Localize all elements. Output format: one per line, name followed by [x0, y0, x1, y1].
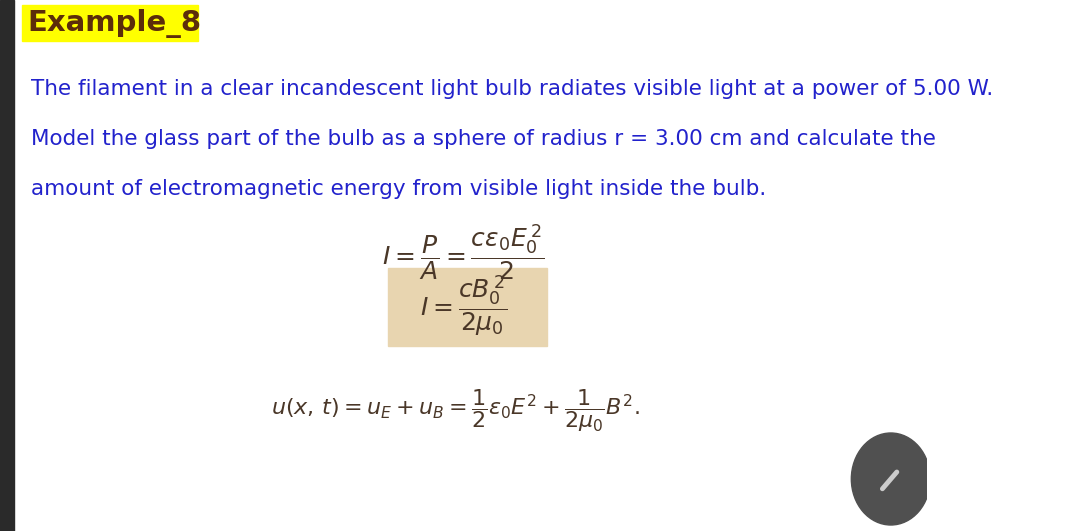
Bar	[23, 5, 199, 41]
Text: Model the glass part of the bulb as a sphere of radius r = 3.00 cm and calculate: Model the glass part of the bulb as a sp…	[31, 129, 935, 149]
Bar	[0, 0, 14, 531]
Text: amount of electromagnetic energy from visible light inside the bulb.: amount of electromagnetic energy from vi…	[31, 179, 766, 199]
Text: The filament in a clear incandescent light bulb radiates visible light at a powe: The filament in a clear incandescent lig…	[31, 79, 994, 99]
Text: $u(x,\, t) = u_E + u_B = \dfrac{1}{2}\varepsilon_0 E^2 + \dfrac{1}{2\mu_0}B^2.$: $u(x,\, t) = u_E + u_B = \dfrac{1}{2}\va…	[270, 388, 639, 434]
Bar	[388, 268, 546, 346]
Text: $I = \dfrac{cB_0^{\,2}}{2\mu_0}$: $I = \dfrac{cB_0^{\,2}}{2\mu_0}$	[420, 273, 508, 338]
Text: $I = \dfrac{P}{A} = \dfrac{c\varepsilon_0 E_0^{\,2}}{2}$: $I = \dfrac{P}{A} = \dfrac{c\varepsilon_…	[382, 223, 544, 283]
Circle shape	[851, 433, 930, 525]
Text: Example_8: Example_8	[27, 8, 202, 38]
